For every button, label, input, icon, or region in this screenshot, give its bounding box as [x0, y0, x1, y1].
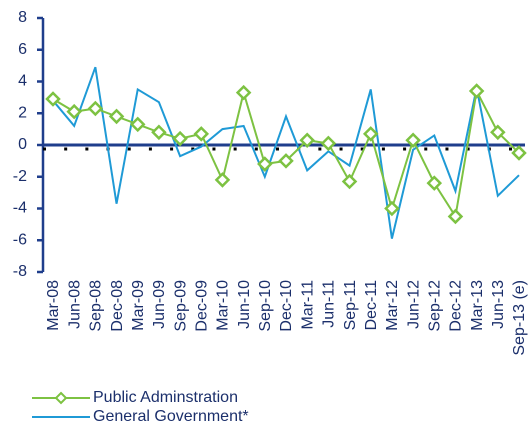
marker	[45, 91, 61, 107]
y-tick-label: -4	[13, 200, 27, 217]
x-tick-label: Mar-12	[384, 280, 401, 331]
x-tick-label: Dec-12	[448, 280, 465, 332]
marker	[511, 145, 527, 161]
marker	[299, 132, 315, 149]
y-tick-label: -6	[13, 231, 27, 248]
marker	[151, 124, 167, 141]
marker	[129, 116, 146, 133]
x-tick-label: Mar-11	[299, 280, 316, 330]
x-tick-label: Sep-09	[172, 280, 189, 332]
series-line	[52, 66, 520, 239]
x-tick-label: Mar-10	[215, 280, 232, 331]
marker	[447, 208, 464, 225]
marker	[193, 126, 210, 142]
marker	[384, 200, 400, 217]
marker	[172, 130, 188, 147]
x-tick-label: Sep-11	[342, 280, 359, 331]
marker	[278, 153, 294, 169]
marker	[362, 126, 379, 142]
marker	[257, 156, 273, 172]
x-tick-label: Jun-12	[405, 280, 422, 329]
marker	[426, 175, 443, 191]
x-tick-label: Mar-08	[45, 280, 62, 331]
y-tick-label: 4	[18, 73, 27, 90]
marker	[108, 108, 125, 125]
marker	[405, 132, 421, 149]
marker	[66, 103, 82, 120]
legend-label: General Government*	[93, 408, 249, 425]
x-tick-label: Sep-10	[257, 280, 274, 332]
x-tick-label: Dec-08	[109, 280, 126, 332]
marker	[235, 84, 252, 101]
y-tick-label: 0	[18, 136, 27, 153]
x-tick-label: Sep-12	[426, 280, 443, 332]
y-tick-label: -2	[13, 168, 27, 185]
x-tick-label: Jun-09	[151, 280, 168, 329]
x-tick-label: Dec-09	[193, 280, 210, 332]
x-tick-label: Jun-10	[236, 280, 253, 329]
x-tick-label: Sep-13 (e)	[511, 280, 528, 356]
x-tick-label: Dec-11	[363, 280, 380, 330]
x-tick-label: Dec-10	[278, 280, 295, 332]
x-tick-label: Mar-09	[130, 280, 147, 331]
y-tick-label: 8	[18, 9, 27, 26]
marker	[87, 100, 104, 117]
y-tick-label: 6	[18, 41, 27, 58]
x-tick-label: Jun-08	[66, 280, 83, 329]
legend-marker	[54, 391, 68, 405]
y-tick-label: -8	[13, 263, 27, 280]
legend-label: Public Adminstration	[93, 389, 238, 406]
marker	[468, 83, 485, 99]
y-tick-label: 2	[18, 104, 27, 121]
x-tick-label: Jun-13	[490, 280, 507, 329]
marker	[490, 124, 506, 141]
marker	[341, 173, 358, 190]
marker	[320, 135, 337, 152]
x-tick-label: Mar-13	[469, 280, 486, 331]
x-tick-label: Sep-08	[88, 280, 105, 332]
marker	[214, 172, 231, 188]
x-tick-label: Jun-11	[321, 280, 338, 328]
